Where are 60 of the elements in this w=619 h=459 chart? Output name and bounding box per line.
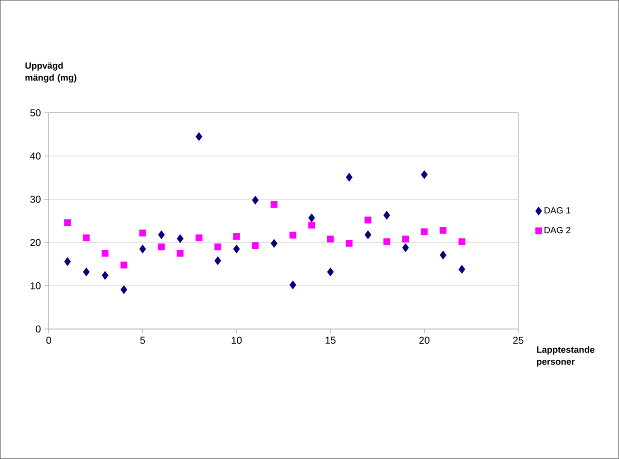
point <box>420 170 428 180</box>
point <box>158 230 165 240</box>
point <box>440 250 446 260</box>
point <box>327 236 334 243</box>
point <box>214 256 222 266</box>
point <box>82 234 90 242</box>
y-axis-title: Uppvägd mängd (mg) <box>25 62 76 83</box>
point <box>402 236 409 243</box>
point <box>64 219 71 226</box>
point <box>176 234 184 244</box>
point <box>252 242 259 250</box>
point <box>120 285 128 294</box>
point <box>82 268 90 276</box>
point <box>270 239 278 248</box>
point <box>346 172 353 182</box>
y-tick-label: 10 <box>30 282 41 290</box>
point <box>270 201 278 208</box>
x-tick-label: 10 <box>232 336 242 344</box>
point <box>440 227 446 234</box>
y-tick-label: 50 <box>30 109 41 116</box>
point <box>252 196 259 205</box>
x-axis-title: Lapptestande personer <box>537 346 594 367</box>
point <box>139 244 146 254</box>
point <box>420 228 428 236</box>
y-tick-label: 0 <box>36 326 41 333</box>
x-tick-label: 25 <box>513 336 524 344</box>
point <box>308 222 316 229</box>
point <box>308 214 315 222</box>
point <box>214 244 222 250</box>
point <box>402 243 409 252</box>
point <box>364 216 372 224</box>
point <box>346 240 353 247</box>
point <box>327 268 334 276</box>
legend-label: DAG 1 <box>544 207 570 214</box>
point <box>364 230 372 240</box>
point <box>290 280 296 290</box>
x-tick-label: 20 <box>419 336 430 344</box>
point <box>120 262 128 268</box>
point <box>383 210 390 220</box>
point <box>139 230 146 236</box>
point <box>176 250 184 257</box>
x-tick-label: 5 <box>140 336 145 344</box>
x-tick-label: 0 <box>46 336 52 344</box>
point <box>383 238 390 246</box>
point <box>102 250 108 257</box>
point <box>458 265 466 274</box>
y-tick-label: 40 <box>30 152 41 160</box>
x-tick-label: 15 <box>326 336 336 344</box>
point <box>233 244 240 254</box>
point <box>289 232 296 239</box>
point <box>196 234 202 242</box>
point <box>158 244 165 250</box>
y-tick-label: 30 <box>30 196 41 203</box>
point <box>102 271 108 280</box>
point <box>233 233 240 240</box>
point <box>458 238 466 246</box>
point <box>64 257 71 266</box>
y-tick-label: 20 <box>30 239 41 246</box>
point <box>196 132 202 142</box>
legend-label: DAG 2 <box>544 226 570 234</box>
